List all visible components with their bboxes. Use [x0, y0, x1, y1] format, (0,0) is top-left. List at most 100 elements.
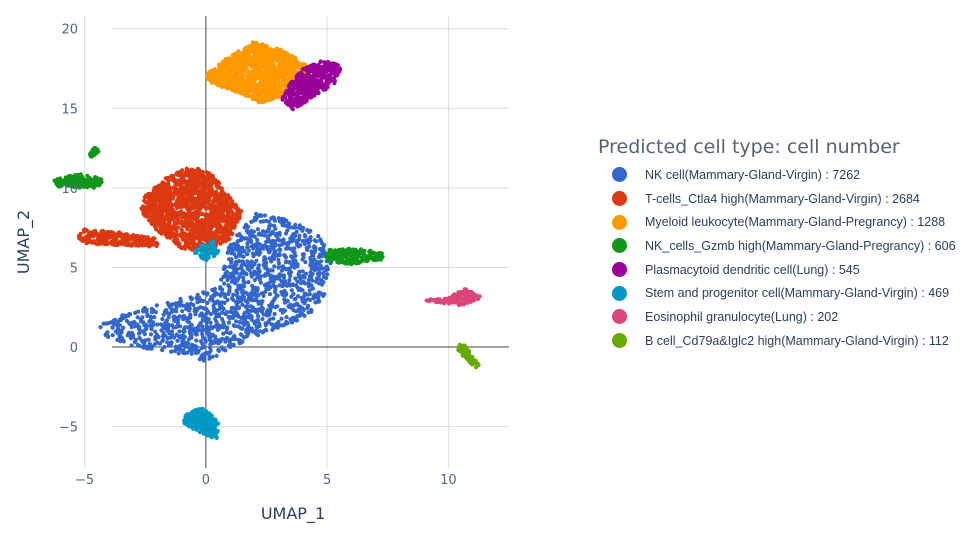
point-3-2-181	[379, 256, 384, 261]
point-0-0-885	[221, 331, 226, 336]
point-0-0-1150	[273, 287, 278, 292]
point-0-0-1061	[123, 313, 128, 318]
point-0-0-741	[287, 266, 292, 271]
point-0-0-1237	[289, 294, 294, 299]
point-0-0-732	[279, 220, 284, 225]
point-1-1-238	[107, 234, 112, 239]
point-1-0-1305	[218, 229, 224, 234]
point-0-0-1187	[119, 337, 124, 342]
point-1-0-1119	[158, 221, 163, 226]
point-1-0-1353	[172, 192, 177, 197]
point-0-0-795	[240, 320, 245, 325]
point-0-0-925	[236, 306, 241, 311]
point-2-0-1176	[263, 98, 268, 103]
point-0-0-450	[321, 271, 326, 276]
point-0-0-1084	[160, 317, 165, 322]
point-0-0-1317	[269, 244, 274, 249]
point-1-0-1370	[200, 190, 205, 195]
point-1-0-1096	[194, 209, 199, 214]
point-2-0-1167	[262, 46, 267, 51]
point-3-0-150	[57, 178, 63, 183]
point-1-0-871	[225, 213, 230, 218]
point-0-0-1272	[299, 295, 304, 300]
point-0-0-840	[244, 334, 249, 339]
point-1-1-182	[139, 239, 144, 244]
point-2-0-1170	[258, 44, 263, 49]
point-1-0-1267	[189, 212, 194, 217]
point-1-0-1365	[159, 201, 164, 206]
point-1-1-216	[134, 233, 139, 239]
point-0-0-1332	[292, 265, 297, 270]
point-0-0-1250	[128, 322, 133, 327]
point-1-0-1155	[175, 237, 180, 242]
point-0-0-1205	[247, 328, 252, 333]
point-1-0-1293	[181, 195, 186, 200]
point-1-0-1338	[207, 177, 212, 182]
point-0-0-200	[136, 331, 142, 336]
point-1-1-239	[90, 230, 95, 235]
point-1-0-1253	[238, 209, 243, 214]
point-2-0-1066	[289, 72, 295, 77]
point-3-0-147	[58, 183, 64, 188]
point-0-0-1399	[285, 320, 290, 326]
point-0-0-1007	[128, 336, 133, 341]
point-3-2-173	[332, 256, 337, 261]
point-1-0-1347	[181, 177, 186, 182]
point-4-0-264	[323, 87, 328, 92]
point-1-0-1311	[176, 173, 181, 178]
point-0-0-1351	[254, 242, 259, 247]
point-0-0-932	[242, 236, 247, 241]
point-0-0-224	[169, 349, 174, 354]
point-0-0-287	[246, 248, 251, 253]
point-0-0-459	[271, 256, 276, 261]
point-0-0-1290	[201, 327, 206, 332]
point-2-0-1037	[250, 45, 255, 50]
point-0-0-1098	[263, 271, 268, 276]
point-0-0-1209	[302, 275, 307, 280]
point-2-0-1081	[260, 64, 265, 69]
point-1-0-1364	[210, 205, 215, 210]
point-0-0-1320	[232, 313, 237, 318]
point-1-0-912	[206, 193, 211, 199]
point-0-0-1128	[270, 268, 275, 273]
point-0-0-1108	[251, 233, 256, 239]
point-1-0-1204	[168, 234, 173, 239]
point-0-0-1186	[147, 319, 152, 324]
point-0-0-1137	[302, 233, 307, 238]
point-0-0-512	[289, 320, 295, 325]
point-1-0-1337	[203, 237, 208, 242]
point-0-0-1217	[253, 217, 258, 222]
point-0-0-716	[198, 305, 203, 310]
point-0-0-809	[276, 261, 281, 266]
point-0-0-889	[207, 350, 212, 355]
point-0-0-1183	[316, 275, 321, 280]
point-0-0-1396	[316, 234, 321, 239]
point-1-0-1270	[165, 204, 170, 210]
point-0-0-811	[301, 279, 306, 284]
point-1-0-1215	[213, 221, 218, 226]
point-0-0-1056	[148, 332, 154, 337]
point-3-0-142	[71, 178, 76, 184]
point-0-0-1352	[256, 333, 261, 338]
point-0-0-895	[207, 354, 212, 359]
point-0-0-801	[318, 239, 323, 244]
point-1-0-1394	[185, 207, 191, 212]
point-1-1-206	[125, 242, 131, 248]
point-0-0-1255	[268, 223, 274, 228]
point-1-0-1341	[193, 228, 198, 234]
point-2-0-1077	[285, 62, 290, 67]
point-0-0-1005	[175, 324, 180, 329]
point-0-0-1247	[265, 267, 270, 272]
point-1-0-1244	[167, 219, 172, 224]
point-1-0-1129	[209, 189, 214, 195]
point-0-0-1140	[222, 300, 227, 305]
point-0-0-330	[284, 315, 289, 320]
point-4-0-319	[304, 98, 309, 104]
point-0-0-1118	[279, 316, 284, 321]
point-0-0-743	[319, 282, 325, 287]
point-0-0-969	[284, 283, 290, 288]
point-0-0-723	[302, 241, 307, 246]
point-0-0-562	[317, 252, 323, 257]
point-0-0-1079	[322, 243, 327, 248]
point-0-0-1283	[305, 297, 310, 302]
